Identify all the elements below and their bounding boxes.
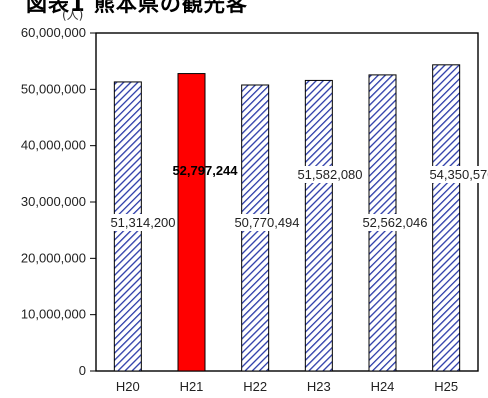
bar xyxy=(304,79,333,372)
data-label: 51,314,200 xyxy=(110,215,175,230)
y-tick-label: 0 xyxy=(79,363,86,378)
x-tick-label: H22 xyxy=(243,379,267,394)
data-label-background xyxy=(295,166,365,183)
y-tick-label: 50,000,000 xyxy=(21,81,86,96)
data-label: 50,770,494 xyxy=(234,215,299,230)
data-label: 52,797,244 xyxy=(172,163,238,178)
plot-area: 0 10,000,000 20,000,000 30,000,000 40,000,00… xyxy=(21,25,488,394)
bar xyxy=(432,64,461,372)
x-tick-label: H20 xyxy=(116,379,140,394)
data-label-background xyxy=(108,214,178,231)
y-tick-label: 30,000,000 xyxy=(21,194,86,209)
y-unit-label: (人) xyxy=(62,8,83,22)
x-tick-label: H24 xyxy=(371,379,395,394)
y-tick-label: 60,000,000 xyxy=(21,25,86,40)
x-tick-label: H21 xyxy=(180,379,204,394)
data-label: 52,562,046 xyxy=(362,215,427,230)
data-label-background xyxy=(360,214,430,231)
data-label-background xyxy=(427,166,488,183)
plot-frame xyxy=(95,32,479,372)
chart-title: 図表1 熊本県の観光客 xyxy=(26,0,248,16)
y-tick-label: 40,000,000 xyxy=(21,138,86,153)
x-tick-label: H23 xyxy=(307,379,331,394)
data-label-background xyxy=(232,214,302,231)
bar-highlight xyxy=(177,73,206,372)
y-tick-label: 10,000,000 xyxy=(21,307,86,322)
y-tick-label: 20,000,000 xyxy=(21,250,86,265)
data-label: 54,350,570 xyxy=(429,167,488,182)
data-label: 51,582,080 xyxy=(297,167,362,182)
x-tick-label: H25 xyxy=(434,379,458,394)
